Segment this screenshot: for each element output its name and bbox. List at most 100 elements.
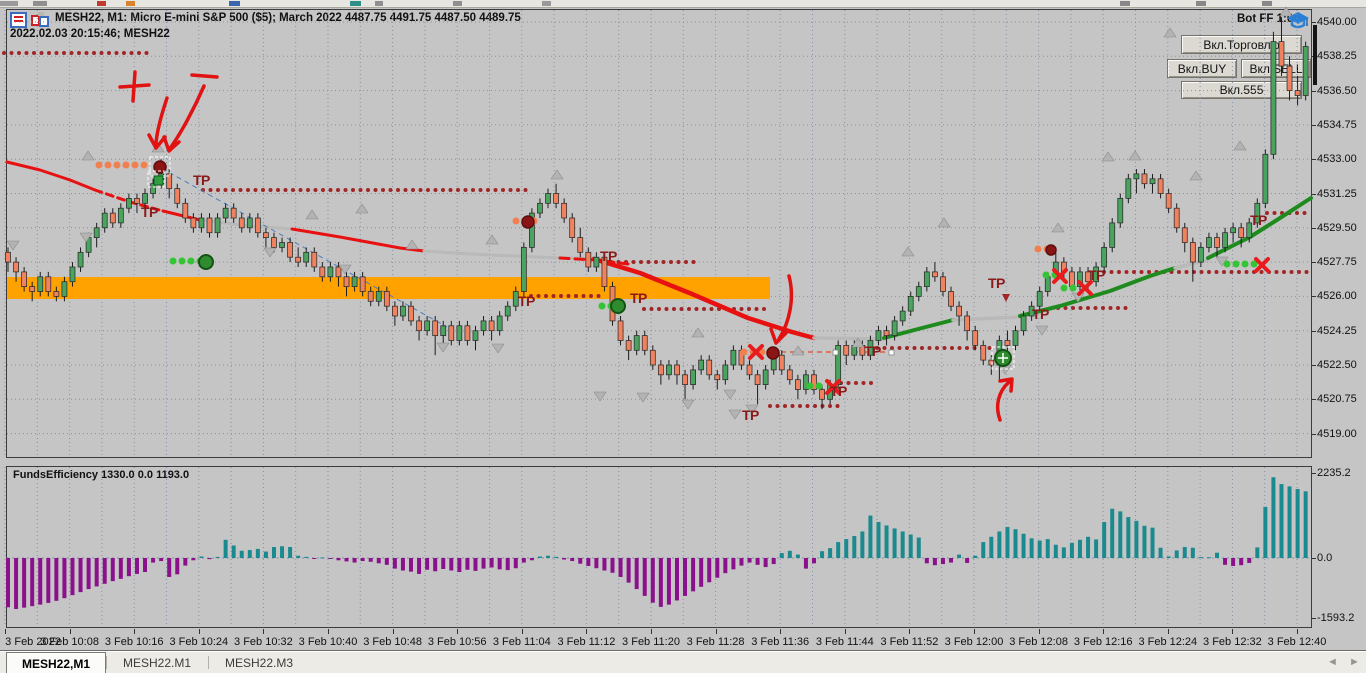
button-вкл-555[interactable]: Вкл.555	[1181, 81, 1302, 99]
time-tick	[1232, 629, 1234, 634]
price-tick	[1312, 433, 1316, 435]
tab-mesh22,m1[interactable]: MESH22,M1	[6, 652, 106, 673]
time-axis-label: 3 Feb 10:48	[363, 636, 422, 648]
price-tick	[1312, 159, 1316, 161]
chart-title: MESH22, M1: Micro E-mini S&P 500 ($5); M…	[55, 12, 521, 24]
time-axis-label: 3 Feb 10:40	[298, 636, 358, 648]
button-вкл-торговлю[interactable]: Вкл.Торговлю	[1181, 35, 1302, 54]
time-tick	[586, 629, 588, 634]
indicator-title: FundsEfficiency 1330.0 0.0 1193.0	[13, 469, 190, 481]
time-axis-label: 3 Feb 12:24	[1138, 636, 1198, 648]
time-axis-label: 3 Feb 12:00	[944, 636, 1004, 648]
indicator-tick	[1312, 558, 1316, 559]
toolbar-icon-stub[interactable]	[97, 1, 106, 6]
time-tick	[1297, 629, 1298, 634]
axis-separator	[0, 650, 1366, 651]
toolbar-icon-stub[interactable]	[1262, 1, 1272, 6]
time-tick	[263, 629, 265, 634]
price-axis-label: 4531.25	[1317, 187, 1357, 200]
price-axis-label: 4527.75	[1317, 256, 1357, 269]
tab-mesh22.m3[interactable]: MESH22.M3	[224, 655, 294, 670]
price-axis-label: 4534.75	[1317, 118, 1357, 131]
time-tick	[69, 629, 71, 634]
time-tick	[1103, 629, 1105, 634]
toolbar-icon-stub[interactable]	[375, 1, 383, 6]
price-axis-label: 4526.00	[1317, 290, 1357, 303]
toolbar-icon-stub[interactable]	[33, 1, 47, 6]
time-tick	[844, 629, 846, 634]
price-tick	[1312, 399, 1316, 401]
toolbar-icon-stub[interactable]	[1196, 1, 1206, 6]
price-axis-label: 4538.25	[1317, 50, 1357, 63]
time-tick	[651, 629, 652, 634]
time-axis-label: 3 Feb 11:04	[492, 636, 551, 648]
chart-type-icon[interactable]	[31, 12, 50, 28]
time-axis-label: 3 Feb 11:44	[815, 636, 874, 648]
indicator-axis-label: 2235.2	[1317, 467, 1351, 479]
button-вкл-buy[interactable]: Вкл.BUY	[1167, 59, 1237, 78]
time-axis-label: 3 Feb 10:32	[234, 636, 293, 648]
price-tick	[1312, 124, 1316, 126]
indicator-axis-label: -1593.2	[1317, 612, 1355, 624]
toolbar-icon-stub[interactable]	[229, 1, 240, 6]
time-tick	[909, 629, 911, 634]
price-tick	[1312, 193, 1316, 195]
tab-mesh22.m1[interactable]: MESH22.M1	[122, 655, 192, 670]
toolbar-icon-stub[interactable]	[453, 1, 462, 6]
toolbar-icon-stub[interactable]	[126, 1, 135, 6]
button-вкл-sell[interactable]: Вкл.SELL	[1241, 59, 1311, 78]
time-axis-label: 3 Feb 11:28	[686, 636, 745, 648]
indicator-panel	[6, 466, 1312, 628]
price-tick	[1312, 56, 1316, 58]
time-axis-label: 3 Feb 10:24	[169, 636, 229, 648]
time-axis-label: 3 Feb 11:36	[751, 636, 810, 648]
time-axis-label: 3 Feb 10:08	[40, 636, 99, 648]
price-axis-label: 4520.75	[1317, 393, 1357, 406]
indicator-axis-label: 0.0	[1317, 552, 1333, 564]
toolbar-icon-stub[interactable]	[1120, 1, 1130, 6]
chart-list-icon[interactable]	[10, 12, 27, 28]
time-tick	[974, 629, 975, 634]
time-axis-label: 3 Feb 10:16	[104, 636, 164, 648]
time-tick	[780, 629, 782, 634]
time-tick	[5, 629, 6, 634]
price-tick	[1312, 90, 1316, 92]
toolbar-icon-stub[interactable]	[0, 1, 18, 6]
price-axis-label: 4519.00	[1317, 427, 1357, 440]
price-tick	[1312, 365, 1316, 366]
tab-separator	[106, 656, 107, 669]
price-tick	[1312, 22, 1316, 23]
toolbar-icon-stub[interactable]	[350, 1, 361, 6]
time-tick	[392, 629, 394, 634]
price-tick	[1312, 262, 1316, 264]
time-axis-label: 3 Feb 2022	[5, 636, 61, 648]
price-chart-panel	[6, 9, 1312, 458]
price-axis-label: 4540.00	[1317, 16, 1357, 28]
time-tick	[1167, 629, 1169, 634]
time-axis-label: 3 Feb 11:52	[880, 636, 939, 648]
time-axis-label: 3 Feb 12:40	[1267, 636, 1327, 648]
chart-subtitle: 2022.02.03 20:15:46; MESH22	[10, 28, 170, 40]
time-tick	[1038, 629, 1040, 634]
time-tick	[134, 629, 136, 634]
price-axis-label: 4522.50	[1317, 359, 1357, 371]
time-tick	[521, 629, 523, 634]
price-tick	[1312, 296, 1316, 298]
price-tick	[1312, 330, 1316, 332]
tab-separator	[208, 656, 209, 669]
time-axis-label: 3 Feb 12:16	[1073, 636, 1133, 648]
price-axis-label: 4533.00	[1317, 153, 1357, 166]
scroll-left-arrow[interactable]: ◄	[1327, 656, 1338, 668]
toolbar-icon-stub[interactable]	[542, 1, 551, 6]
toolbar-strip	[0, 0, 1366, 8]
graduation-cap-icon[interactable]	[1286, 9, 1310, 31]
time-tick	[198, 629, 200, 634]
price-axis-label: 4536.50	[1317, 84, 1357, 97]
time-axis-label: 3 Feb 11:20	[622, 636, 680, 648]
chart-tab-bar: MESH22,M1 MESH22.M1 MESH22.M3	[0, 651, 1366, 673]
price-axis-label: 4524.25	[1317, 324, 1357, 337]
time-axis-label: 3 Feb 10:56	[427, 636, 487, 648]
scroll-right-arrow[interactable]: ►	[1349, 656, 1360, 668]
time-tick	[457, 629, 459, 634]
